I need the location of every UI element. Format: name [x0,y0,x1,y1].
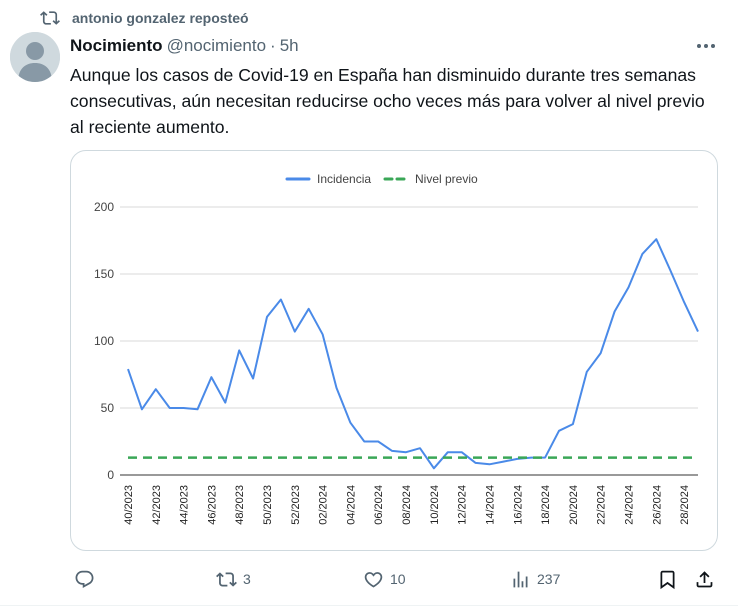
x-tick-label: 14/2024 [484,485,496,525]
x-tick-label: 20/2024 [568,485,580,525]
share-icon [696,570,713,587]
repost-label[interactable]: antonio gonzalez reposteó [72,10,249,26]
reply-button[interactable] [74,566,101,592]
tweet-text: Aunque los casos de Covid-19 en España h… [70,65,705,137]
tweet-header: Nocimiento @nocimiento · 5h [70,34,718,58]
x-tick-label: 08/2024 [401,485,413,525]
x-tick-label: 50/2023 [262,485,274,525]
default-avatar-icon [10,32,60,82]
y-axis: 0 50 100 150 200 [94,200,114,482]
x-tick-label: 02/2024 [318,485,330,525]
x-tick-label: 10/2024 [429,485,441,525]
chart-gridlines [120,206,698,476]
x-tick-label: 40/2023 [123,485,135,525]
avatar[interactable] [10,32,60,82]
share-button[interactable] [694,566,715,592]
separator-dot: · [270,36,276,55]
x-tick-label: 52/2023 [290,485,302,525]
chart-legend: Incidencia Nivel previo [285,172,478,186]
views-count: 237 [537,571,561,587]
action-bar: 3 10 237 [70,566,720,592]
repost-count: 3 [243,571,251,587]
bookmark-button[interactable] [657,566,678,592]
x-tick-label: 06/2024 [373,485,385,525]
x-tick-label: 48/2023 [234,485,246,525]
reply-icon [75,570,94,588]
x-tick-label: 46/2023 [206,485,218,525]
y-tick-label: 150 [94,267,114,281]
x-tick-label: 22/2024 [596,485,608,525]
bookmark-icon [660,570,675,589]
incidence-line-chart: Incidencia Nivel previo 0 50 100 150 200 40/2… [94,172,699,525]
legend-label: Incidencia [317,172,371,186]
bar-chart-icon [513,571,528,587]
x-tick-label: 04/2024 [345,485,357,525]
y-tick-label: 50 [101,401,115,415]
x-tick-label: 18/2024 [540,485,552,525]
y-tick-label: 100 [94,334,114,348]
x-tick-label: 28/2024 [679,485,691,525]
repost-indicator: antonio gonzalez reposteó [40,7,249,29]
x-tick-label: 12/2024 [457,485,469,525]
x-axis: 40/2023 42/2023 44/2023 46/2023 48/2023 50/20… [123,485,691,525]
repost-button[interactable]: 3 [216,566,251,592]
chart-card[interactable]: Incidencia Nivel previo 0 50 100 150 200 40/2… [70,150,718,551]
like-count: 10 [390,571,406,587]
views-button[interactable]: 237 [510,566,560,592]
x-tick-label: 44/2023 [179,485,191,525]
author-handle[interactable]: @nocimiento [166,36,267,55]
x-tick-label: 42/2023 [151,485,163,525]
x-tick-label: 24/2024 [623,485,635,525]
repost-icon [216,571,237,587]
series-line-incidencia [127,238,699,470]
chart-series [127,238,699,470]
heart-icon [364,571,383,588]
author-name[interactable]: Nocimiento [70,36,163,55]
legend-label: Nivel previo [415,172,478,186]
more-options-icon[interactable] [694,36,718,56]
repost-icon [40,11,60,25]
tweet-time[interactable]: 5h [279,36,299,55]
x-tick-label: 16/2024 [512,485,524,525]
y-tick-label: 200 [94,200,114,214]
y-tick-label: 0 [107,468,114,482]
divider [0,605,738,606]
x-tick-label: 26/2024 [651,485,663,525]
like-button[interactable]: 10 [363,566,406,592]
